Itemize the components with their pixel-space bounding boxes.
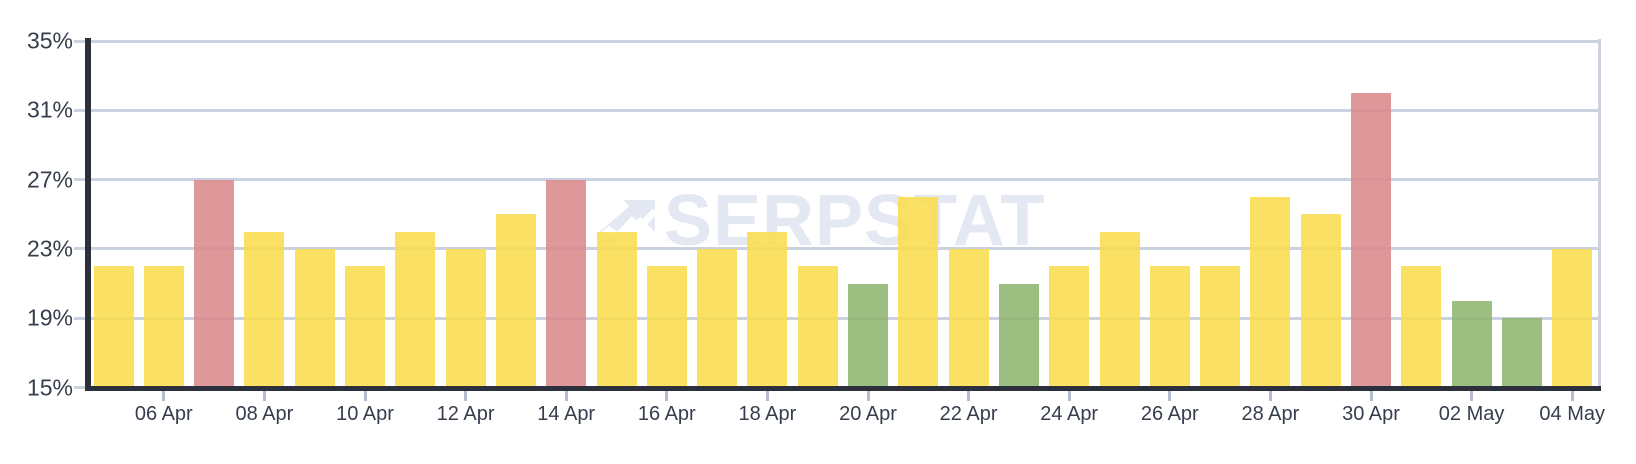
bar-05-apr[interactable] (93, 266, 134, 386)
x-axis-label: 14 Apr (537, 403, 596, 425)
gridline-35 (74, 39, 1601, 43)
bar-12-apr[interactable] (445, 248, 486, 386)
bar-04-may[interactable] (1552, 248, 1593, 386)
bar-11-apr[interactable] (395, 231, 436, 386)
x-axis-tick (1268, 391, 1272, 401)
bar-09-apr[interactable] (294, 248, 335, 386)
x-axis-line (85, 386, 1601, 391)
x-axis-tick (1168, 391, 1172, 401)
x-axis-tick (1369, 391, 1373, 401)
x-axis-tick (262, 391, 266, 401)
bar-18-apr[interactable] (747, 231, 788, 386)
x-axis-label: 06 Apr (134, 403, 193, 425)
x-axis-label: 02 May (1438, 403, 1505, 425)
gridline-31 (74, 108, 1601, 112)
x-axis-tick (464, 391, 468, 401)
x-axis-label: 08 Apr (235, 403, 294, 425)
x-axis-label: 28 Apr (1241, 403, 1300, 425)
gridline-27 (74, 178, 1601, 182)
x-axis-tick (363, 391, 367, 401)
x-axis-tick (564, 391, 568, 401)
bar-28-apr[interactable] (1250, 196, 1291, 386)
y-axis-label: 15% (26, 374, 73, 400)
bar-27-apr[interactable] (1200, 266, 1241, 386)
x-axis-tick (765, 391, 769, 401)
y-axis-label: 35% (26, 27, 73, 54)
x-axis-label: 10 Apr (336, 403, 394, 425)
bar-17-apr[interactable] (697, 248, 738, 386)
bar-23-apr[interactable] (998, 283, 1039, 386)
bar-02-may[interactable] (1451, 300, 1492, 386)
y-axis-label: 27% (26, 166, 73, 193)
x-axis-label: 20 Apr (839, 403, 897, 425)
bar-20-apr[interactable] (848, 283, 888, 386)
y-axis-line (85, 38, 91, 391)
bar-10-apr[interactable] (345, 266, 385, 386)
bar-25-apr[interactable] (1099, 231, 1140, 386)
x-axis-tick (1470, 391, 1474, 401)
x-axis-label: 18 Apr (738, 403, 797, 425)
x-axis-label: 16 Apr (637, 403, 696, 425)
serpstat-watermark-text: SERPSTAT (664, 181, 1046, 261)
bar-14-apr[interactable] (546, 179, 587, 386)
x-axis-label: 22 Apr (939, 403, 998, 425)
bar-16-apr[interactable] (646, 266, 687, 386)
x-axis-tick (162, 391, 166, 401)
gridline-23 (74, 247, 1601, 251)
x-axis-label: 24 Apr (1040, 403, 1099, 425)
bar-06-apr[interactable] (143, 266, 184, 386)
bar-19-apr[interactable] (797, 266, 838, 386)
bar-13-apr[interactable] (495, 214, 536, 386)
y-axis-label: 19% (26, 304, 73, 331)
y-axis-label: 31% (26, 96, 73, 123)
x-axis-label: 12 Apr (436, 403, 495, 425)
x-axis-tick (1570, 391, 1574, 401)
bar-08-apr[interactable] (244, 231, 285, 386)
bar-07-apr[interactable] (194, 179, 235, 386)
x-axis-tick (1067, 391, 1071, 401)
bar-22-apr[interactable] (948, 248, 989, 386)
bar-03-may[interactable] (1501, 318, 1542, 386)
bar-30-apr[interactable] (1351, 92, 1391, 386)
x-axis-label: 04 May (1539, 403, 1605, 425)
plot-right-border (1598, 39, 1601, 391)
x-axis-tick (665, 391, 669, 401)
bar-29-apr[interactable] (1300, 214, 1341, 386)
x-axis-tick (866, 391, 870, 401)
y-axis-label: 23% (26, 235, 73, 262)
x-axis-label: 30 Apr (1342, 403, 1400, 425)
bar-21-apr[interactable] (898, 196, 939, 386)
x-axis-label: 26 Apr (1140, 403, 1199, 425)
bar-26-apr[interactable] (1149, 266, 1190, 386)
bar-15-apr[interactable] (596, 231, 637, 386)
x-axis-tick (967, 391, 971, 401)
bar-01-may[interactable] (1401, 266, 1442, 386)
bar-24-apr[interactable] (1049, 266, 1090, 386)
